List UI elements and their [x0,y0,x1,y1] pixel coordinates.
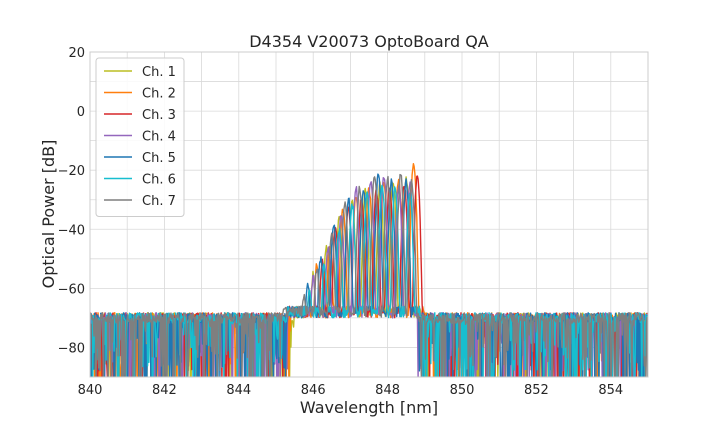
y-tick-label: −20 [58,164,85,179]
y-axis: −80 −60 −40 −20 0 20 [58,46,85,356]
x-tick-label: 844 [226,383,251,398]
x-tick-label: 846 [301,383,326,398]
plot-area [90,162,648,377]
x-tick-label: 840 [78,383,103,398]
legend-label: Ch. 1 [142,65,176,80]
series-line-7 [90,173,648,377]
legend-label: Ch. 2 [142,87,176,102]
y-tick-label: −40 [58,223,85,238]
legend-label: Ch. 3 [142,108,176,123]
legend-frame [95,57,185,217]
plot-frame [89,51,649,378]
x-tick-label: 850 [450,383,475,398]
x-tick-label: 854 [598,383,623,398]
x-axis-label: Wavelength [nm] [300,398,438,417]
legend-label: Ch. 5 [142,151,176,166]
legend-label: Ch. 7 [142,194,176,209]
legend-label: Ch. 6 [142,173,176,188]
y-tick-label: 0 [77,105,85,120]
legend-label: Ch. 4 [142,130,176,145]
y-tick-label: −60 [58,282,85,297]
y-tick-label: −80 [58,341,85,356]
x-tick-label: 848 [375,383,400,398]
chart-title: D4354 V20073 OptoBoard QA [249,32,489,51]
y-axis-label: Optical Power [dB] [39,140,58,289]
x-axis: 840 842 844 846 848 850 852 854 [78,383,624,398]
y-tick-label: 20 [68,46,85,61]
x-tick-label: 852 [524,383,549,398]
x-tick-label: 842 [152,383,177,398]
legend: Ch. 1 Ch. 2 Ch. 3 Ch. 4 Ch. 5 Ch. 6 Ch. 7 [95,57,185,217]
